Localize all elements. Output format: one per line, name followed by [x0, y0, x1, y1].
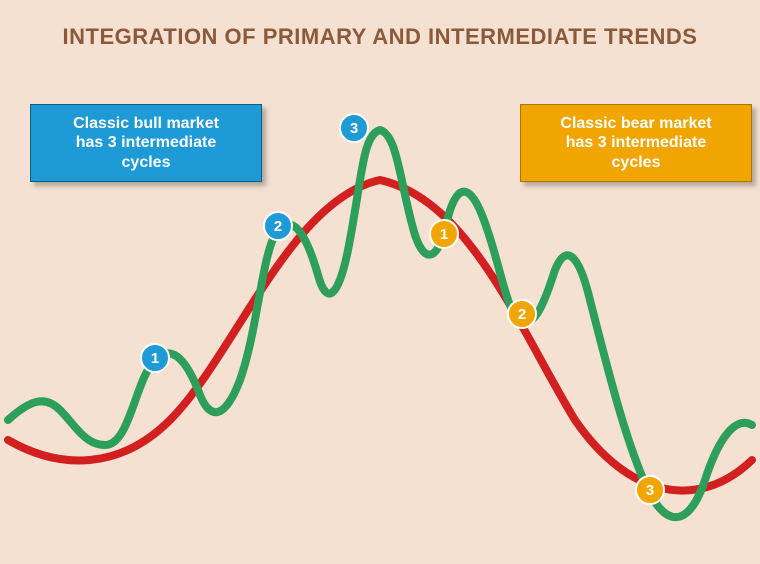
bear-cycle-marker: 2: [507, 299, 537, 329]
bull-cycle-marker: 3: [339, 113, 369, 143]
bull-cycle-marker: 1: [140, 343, 170, 373]
intermediate-trend-line: [8, 130, 752, 517]
bear-cycle-marker: 1: [429, 219, 459, 249]
diagram-stage: INTEGRATION OF PRIMARY AND INTERMEDIATE …: [0, 0, 760, 564]
bull-cycle-marker: 2: [263, 211, 293, 241]
bear-cycle-marker: 3: [635, 475, 665, 505]
primary-trend-line: [8, 180, 752, 491]
